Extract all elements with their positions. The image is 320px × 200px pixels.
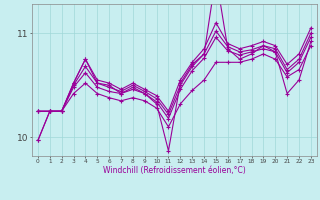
X-axis label: Windchill (Refroidissement éolien,°C): Windchill (Refroidissement éolien,°C) xyxy=(103,166,246,175)
